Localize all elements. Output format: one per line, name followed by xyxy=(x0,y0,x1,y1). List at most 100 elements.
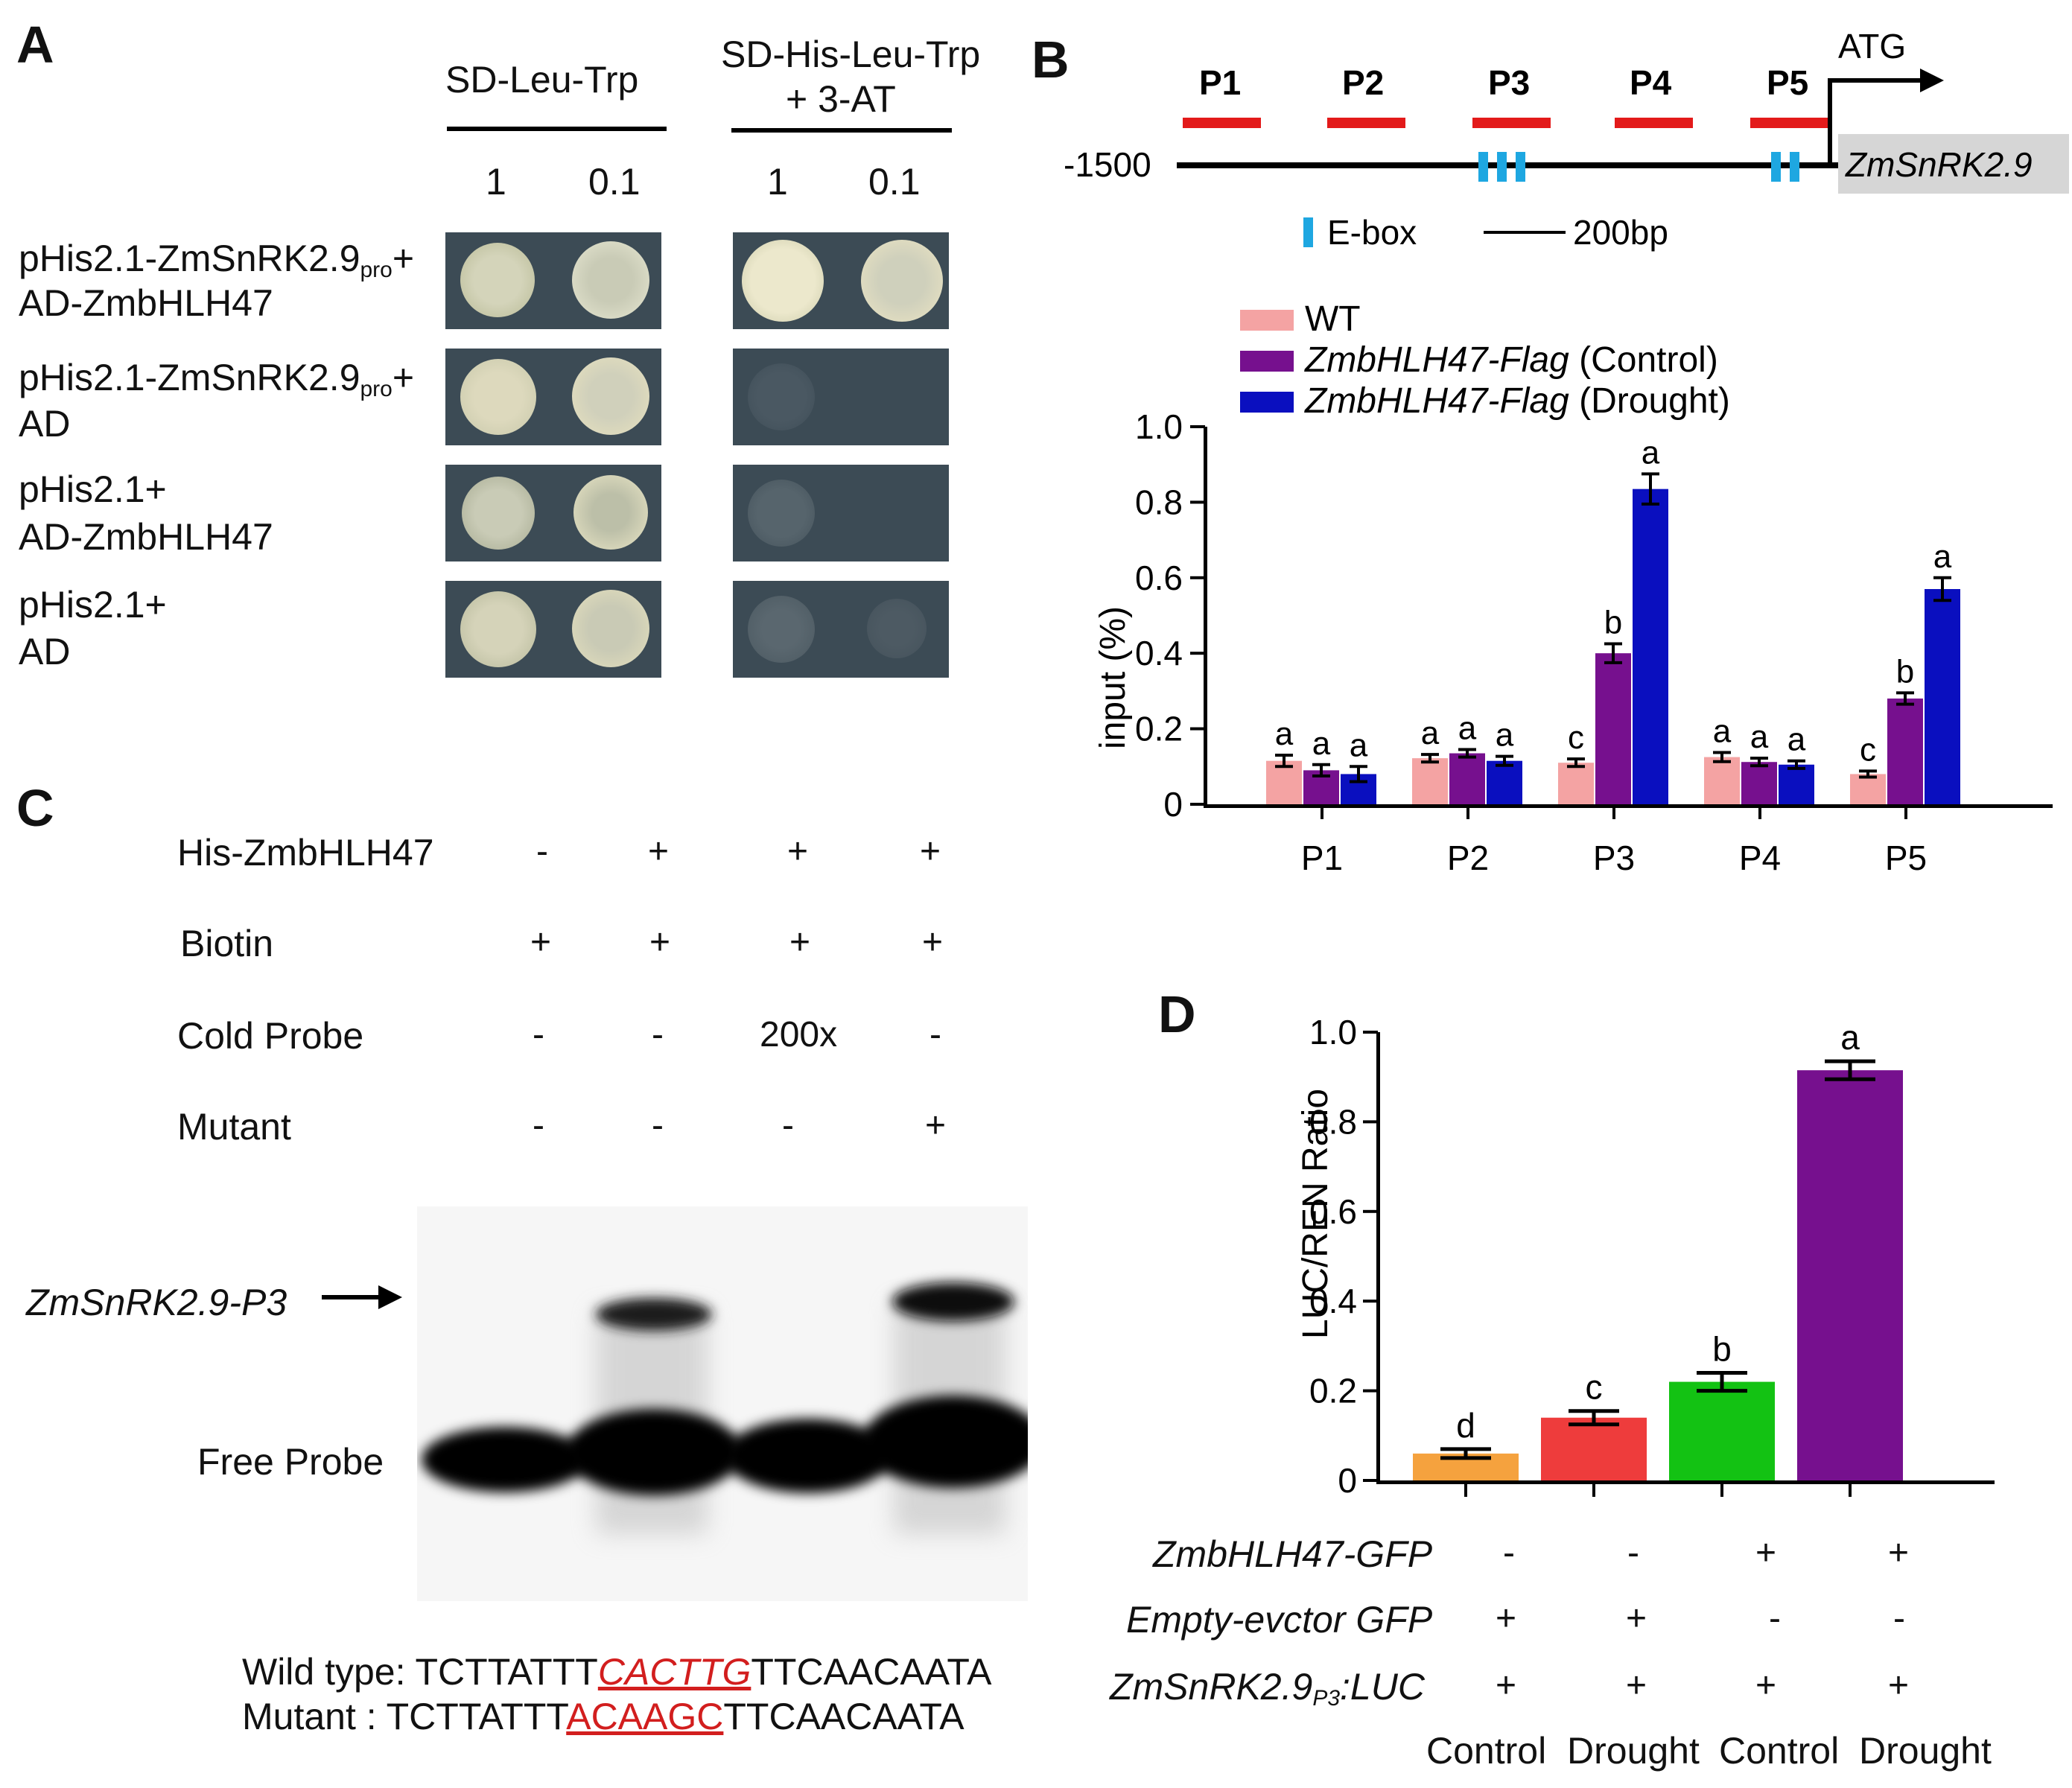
chip-significance-letter: a xyxy=(1496,717,1514,754)
dilution-label: 0.1 xyxy=(868,161,921,203)
emsa-sign: - xyxy=(536,832,548,871)
chip-y-tick-label: 1.0 xyxy=(1135,407,1183,446)
emsa-sign: + xyxy=(648,832,670,871)
luc-significance-letter: b xyxy=(1712,1330,1732,1369)
luc-bar xyxy=(1541,1417,1647,1480)
luc-chart: 0 0.2 0.4 0.6 0.8 1.0 d c b a LUC/REN Ratio xyxy=(1296,1013,1995,1500)
chip-significance-letter: c xyxy=(1860,731,1876,768)
chip-significance-letter: a xyxy=(1275,716,1294,752)
yeast-plate-r4-c1 xyxy=(445,581,661,678)
free-probe-band xyxy=(862,1396,1028,1488)
chip-y-tick-label: 0.8 xyxy=(1135,483,1183,521)
strain-label-row3-line1: pHis2.1+ xyxy=(19,468,167,510)
promoter-start-label: -1500 xyxy=(1064,145,1151,184)
emsa-sign: + xyxy=(922,923,944,962)
emsa-sign: + xyxy=(530,923,552,962)
chip-x-tick-label: P1 xyxy=(1301,839,1343,877)
fragment-label-p1: P1 xyxy=(1199,63,1241,102)
chip-bar xyxy=(1487,760,1522,804)
yeast-plate-r3-c2 xyxy=(733,465,949,561)
dilution-label: 1 xyxy=(486,161,506,203)
emsa-row-label: Biotin xyxy=(180,923,274,964)
luc-y-tick xyxy=(1363,1389,1378,1393)
chip-significance-letter: b xyxy=(1604,605,1622,641)
luc-y-tick xyxy=(1363,1209,1378,1213)
yeast-plate-r1-c2 xyxy=(733,232,949,329)
luc-row-label: ZmbHLH47-GFP xyxy=(1153,1533,1433,1575)
shifted-band xyxy=(892,1282,1014,1321)
emsa-sign: 200x xyxy=(760,1015,838,1054)
dilution-label: 1 xyxy=(767,161,788,203)
emsa-row-label: His-ZmbHLH47 xyxy=(177,832,434,874)
panel-label-d: D xyxy=(1158,985,1196,1043)
chip-significance-letter: a xyxy=(1312,725,1331,762)
chip-bar xyxy=(1850,774,1886,804)
luc-sign: - xyxy=(1627,1533,1639,1573)
ebox-mark xyxy=(1497,152,1507,182)
chip-bar xyxy=(1925,589,1960,804)
chip-y-tick xyxy=(1190,500,1205,504)
ebox-legend-icon xyxy=(1303,217,1313,247)
emsa-sign: + xyxy=(789,923,811,962)
emsa-row-label: Mutant xyxy=(177,1106,291,1148)
emsa-sign: - xyxy=(652,1015,664,1054)
chip-x-tick-label: P2 xyxy=(1447,839,1489,877)
luc-y-axis-label: LUC/REN Ratio xyxy=(1296,1089,1335,1339)
chip-significance-letter: c xyxy=(1568,719,1584,756)
chip-x-axis-line xyxy=(1204,804,2053,808)
luc-sign: + xyxy=(1626,1599,1647,1638)
luc-y-tick xyxy=(1363,1299,1378,1303)
free-probe-label: Free Probe xyxy=(197,1441,384,1483)
emsa-sign: - xyxy=(533,1106,544,1145)
chip-legend-label: WT xyxy=(1305,299,1361,339)
panel-label-a: A xyxy=(16,16,54,74)
fragment-bar-p2 xyxy=(1327,118,1405,128)
yeast-plate-r1-c1 xyxy=(445,232,661,329)
luc-y-tick xyxy=(1363,1479,1378,1482)
yeast-plate-r2-c2 xyxy=(733,349,949,445)
chip-bar xyxy=(1887,699,1923,804)
strain-label-row1-line2: AD-ZmbHLH47 xyxy=(19,282,273,324)
luc-y-tick-label: 0.4 xyxy=(1309,1282,1357,1320)
chip-x-tick xyxy=(1466,804,1469,819)
medium-underline-1 xyxy=(447,127,667,131)
chip-bar xyxy=(1558,763,1594,804)
probe-arrow-icon xyxy=(322,1285,402,1309)
chip-legend-swatch xyxy=(1240,351,1294,372)
chip-y-axis-label: input (%) xyxy=(1093,606,1133,749)
ebox-legend-label: E-box xyxy=(1327,213,1417,252)
emsa-gel xyxy=(417,1206,1028,1601)
strain-label-row3-line2: AD-ZmbHLH47 xyxy=(19,516,273,558)
luc-x-tick xyxy=(1849,1480,1852,1497)
luc-sign: + xyxy=(1888,1666,1910,1705)
luc-y-tick-label: 0.2 xyxy=(1309,1372,1357,1410)
luc-row-label: ZmSnRK2.9P3:LUC xyxy=(1110,1666,1425,1711)
fragment-label-p5: P5 xyxy=(1767,63,1808,102)
scale-bar-label: 200bp xyxy=(1573,213,1668,252)
chip-legend-swatch xyxy=(1240,310,1294,331)
luc-sign: - xyxy=(1893,1599,1905,1638)
chip-bar xyxy=(1449,753,1485,804)
mutant-sequence: Mutant : TCTTATTTACAAGCTTCAACAATA xyxy=(242,1696,965,1737)
luc-x-tick xyxy=(1592,1480,1595,1497)
scale-bar xyxy=(1484,231,1566,234)
chip-x-tick xyxy=(1321,804,1323,819)
emsa-sign: + xyxy=(787,832,809,871)
fragment-bar-p1 xyxy=(1183,118,1261,128)
emsa-sign: - xyxy=(782,1106,794,1145)
luc-x-tick xyxy=(1464,1480,1467,1497)
free-probe-band xyxy=(725,1419,892,1493)
emsa-row-label: Cold Probe xyxy=(177,1015,364,1057)
chip-significance-letter: a xyxy=(1350,727,1368,763)
chip-y-tick xyxy=(1190,425,1205,428)
chip-y-tick xyxy=(1190,652,1205,655)
ebox-mark xyxy=(1790,152,1799,182)
luc-condition-label: Control xyxy=(1426,1730,1547,1772)
luc-x-tick xyxy=(1720,1480,1723,1497)
chip-y-tick-label: 0.2 xyxy=(1135,710,1183,748)
luc-sign: - xyxy=(1769,1599,1781,1638)
chip-bar xyxy=(1266,760,1302,804)
yeast-plate-r3-c1 xyxy=(445,465,661,561)
